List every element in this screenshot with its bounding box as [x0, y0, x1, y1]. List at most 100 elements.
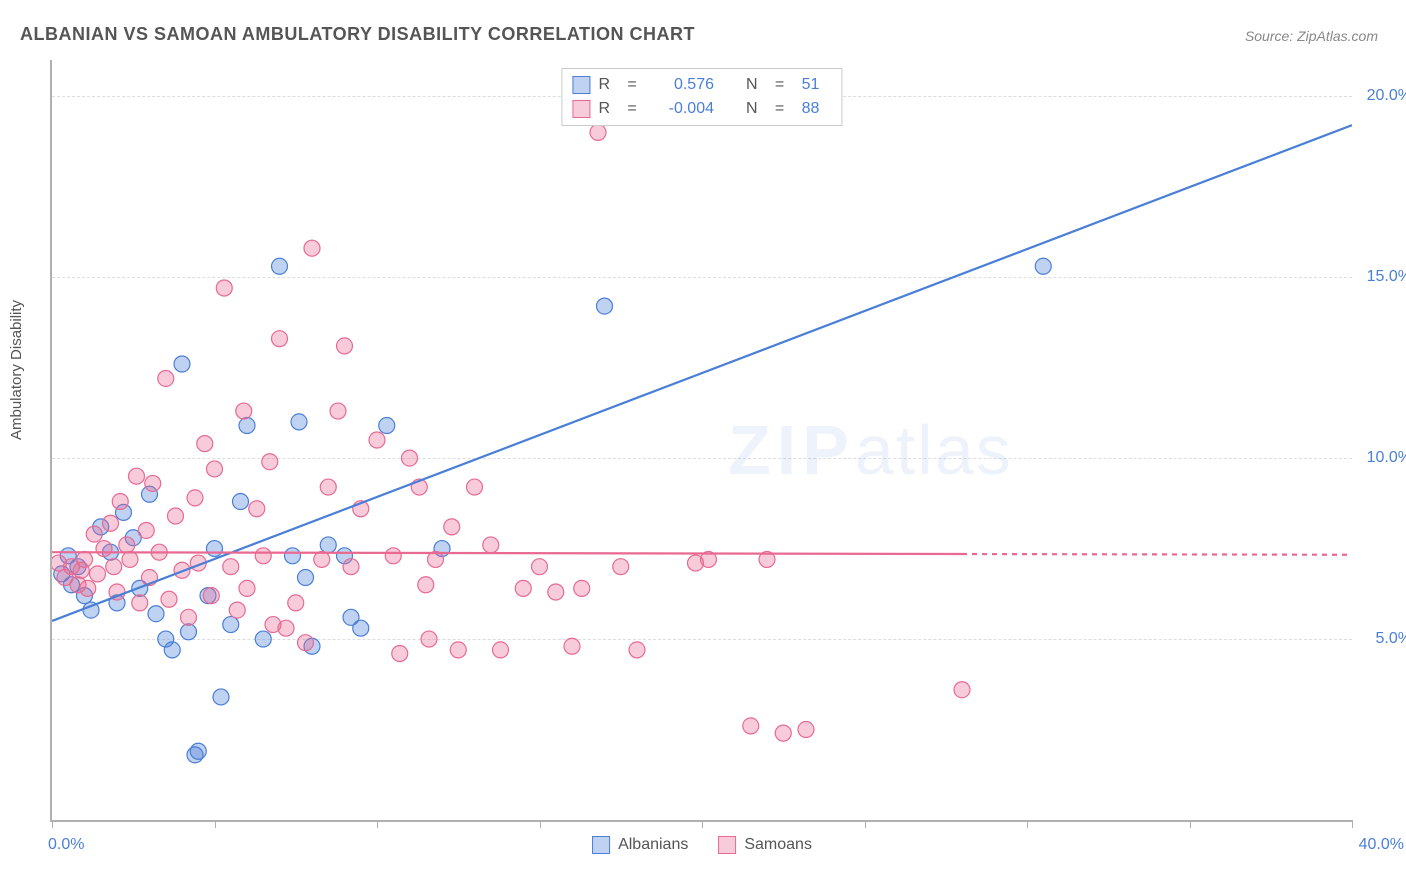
stats-r-value: -0.004	[654, 97, 714, 121]
legend-swatch	[718, 836, 736, 854]
data-point	[743, 718, 759, 734]
data-point	[168, 508, 184, 524]
y-axis-label: Ambulatory Disability	[8, 300, 25, 440]
data-point	[564, 638, 580, 654]
data-point	[187, 490, 203, 506]
legend-item: Samoans	[718, 836, 812, 854]
x-tick	[1190, 820, 1191, 828]
data-point	[574, 580, 590, 596]
data-point	[239, 418, 255, 434]
data-point	[77, 551, 93, 567]
source-label: Source: ZipAtlas.com	[1245, 28, 1378, 44]
data-point	[532, 559, 548, 575]
stats-row: R = -0.004 N = 88	[572, 97, 831, 121]
data-point	[174, 356, 190, 372]
equals-icon: =	[766, 97, 794, 121]
stats-row: R=0.576N=51	[572, 73, 831, 97]
data-point	[450, 642, 466, 658]
data-point	[90, 566, 106, 582]
x-axis-right-label: 40.0%	[1359, 836, 1404, 854]
data-point	[239, 580, 255, 596]
data-point	[467, 479, 483, 495]
x-tick	[702, 820, 703, 828]
y-tick-label: 10.0%	[1357, 449, 1406, 467]
stats-r-label: R	[598, 97, 610, 121]
data-point	[298, 635, 314, 651]
data-point	[353, 620, 369, 636]
legend-swatch	[592, 836, 610, 854]
stats-r-value: 0.576	[654, 73, 714, 97]
data-point	[272, 258, 288, 274]
plot-area: R=0.576N=51R=-0.004N=88 ZIPatlas 0.0% 40…	[50, 60, 1352, 822]
data-point	[1035, 258, 1051, 274]
data-point	[213, 689, 229, 705]
data-point	[285, 548, 301, 564]
data-point	[119, 537, 135, 553]
data-point	[216, 280, 232, 296]
data-point	[197, 436, 213, 452]
data-point	[106, 559, 122, 575]
legend-label: Samoans	[744, 836, 812, 854]
data-point	[330, 403, 346, 419]
data-point	[122, 551, 138, 567]
data-point	[597, 298, 613, 314]
data-point	[207, 461, 223, 477]
regression-line	[52, 552, 962, 554]
data-point	[444, 519, 460, 535]
data-point	[343, 559, 359, 575]
data-point	[112, 494, 128, 510]
data-point	[298, 570, 314, 586]
data-point	[418, 577, 434, 593]
data-point	[379, 418, 395, 434]
data-point	[483, 537, 499, 553]
data-point	[320, 479, 336, 495]
data-point	[255, 548, 271, 564]
data-point	[103, 515, 119, 531]
data-point	[954, 682, 970, 698]
data-point	[190, 743, 206, 759]
data-point	[775, 725, 791, 741]
data-point	[132, 595, 148, 611]
stats-n-value: 88	[802, 97, 832, 121]
x-tick	[865, 820, 866, 828]
stats-box: R = 0.576 N = 51R = -0.004 N = 88	[561, 68, 842, 126]
stats-swatch	[572, 100, 590, 118]
legend-bottom: AlbaniansSamoans	[592, 836, 812, 854]
data-point	[629, 642, 645, 658]
data-point	[320, 537, 336, 553]
data-point	[223, 559, 239, 575]
x-tick	[52, 820, 53, 828]
equals-icon: =	[618, 73, 646, 97]
data-point	[304, 240, 320, 256]
equals-icon: =	[618, 97, 646, 121]
x-tick	[1352, 820, 1353, 828]
x-tick	[1027, 820, 1028, 828]
data-point	[278, 620, 294, 636]
data-point	[288, 595, 304, 611]
data-point	[138, 522, 154, 538]
equals-icon: =	[766, 73, 794, 97]
data-point	[129, 468, 145, 484]
stats-n-label: N	[746, 97, 758, 121]
y-tick-label: 20.0%	[1357, 87, 1406, 105]
data-point	[158, 370, 174, 386]
data-point	[148, 606, 164, 622]
data-point	[392, 646, 408, 662]
data-point	[272, 331, 288, 347]
data-point	[181, 624, 197, 640]
y-tick-label: 5.0%	[1357, 630, 1406, 648]
data-point	[86, 526, 102, 542]
data-point	[515, 580, 531, 596]
data-point	[421, 631, 437, 647]
stats-n-value: 51	[802, 73, 832, 97]
data-point	[337, 338, 353, 354]
data-point	[590, 124, 606, 140]
x-tick	[377, 820, 378, 828]
stats-swatch	[572, 76, 590, 94]
data-point	[493, 642, 509, 658]
data-point	[161, 591, 177, 607]
data-point	[236, 403, 252, 419]
data-point	[255, 631, 271, 647]
chart-title: ALBANIAN VS SAMOAN AMBULATORY DISABILITY…	[20, 24, 695, 45]
data-point	[96, 541, 112, 557]
